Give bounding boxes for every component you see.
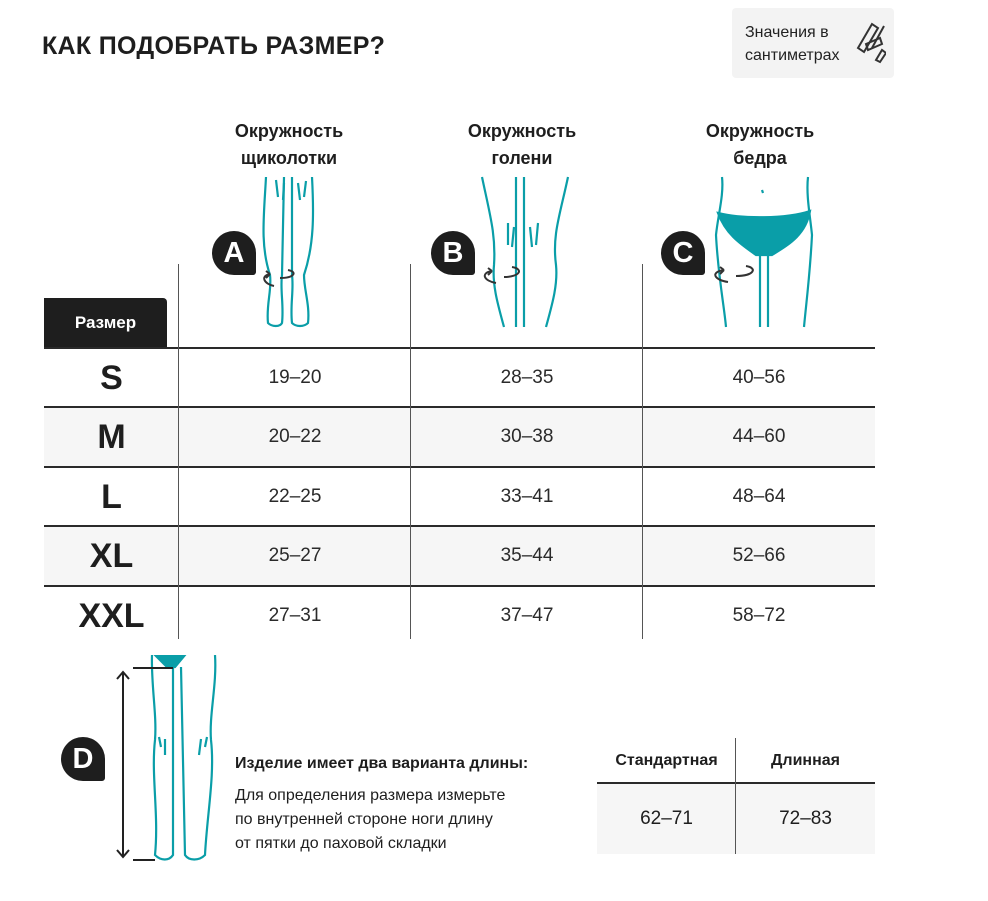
length-value-standard: 62–71 [597, 784, 736, 854]
table-divider [44, 466, 875, 468]
size-label: XL [89, 536, 134, 575]
table-divider [44, 585, 875, 587]
badge-d: D [61, 737, 105, 781]
leg-length-illustration [116, 655, 217, 861]
table-row: S 19–20 28–35 40–56 [44, 349, 875, 407]
length-heading: Изделие имеет два варианта длины: [235, 755, 529, 772]
thigh-value: 48–64 [732, 486, 786, 507]
badge-a: A [212, 231, 256, 275]
ankle-value: 20–22 [268, 426, 322, 447]
table-row: XXL 27–31 37–47 58–72 [44, 587, 875, 645]
thigh-value: 44–60 [732, 426, 786, 447]
length-instruction-line: от пятки до паховой складки [235, 835, 447, 852]
table-row: L 22–25 33–41 48–64 [44, 468, 875, 526]
table-divider [410, 264, 411, 639]
length-value-long: 72–83 [736, 784, 875, 854]
size-label: M [97, 417, 126, 456]
table-divider [735, 738, 736, 854]
length-table: Стандартная Длинная 62–71 72–83 [597, 738, 875, 854]
calf-measure-arrow-icon [483, 266, 520, 284]
thigh-value: 58–72 [732, 605, 786, 626]
thigh-body-illustration [714, 176, 814, 328]
column-header-line: Окружность [467, 121, 577, 141]
badge-b: B [431, 231, 475, 275]
size-label: L [101, 477, 122, 516]
length-header-long: Длинная [771, 751, 840, 769]
length-header-standard: Стандартная [615, 751, 718, 769]
column-header-ankle: Окружность щиколотки [189, 118, 389, 172]
calf-value: 37–47 [500, 605, 554, 626]
table-row: M 20–22 30–38 44–60 [44, 408, 875, 466]
length-note: Изделие имеет два варианта длины: Для оп… [235, 752, 528, 856]
table-divider [44, 525, 875, 527]
size-label: XXL [78, 596, 145, 635]
ankle-value: 22–25 [268, 486, 322, 507]
badge-c: C [661, 231, 705, 275]
length-instruction-line: Для определения размера измерьте [235, 787, 506, 804]
ankle-legs-illustration [262, 176, 315, 328]
units-line-2: сантиметрах [745, 47, 840, 64]
units-line-1: Значения в [745, 24, 829, 41]
page-title: КАК ПОДОБРАТЬ РАЗМЕР? [42, 32, 386, 60]
calf-value: 35–44 [500, 545, 554, 566]
column-header-line: Окружность [234, 121, 344, 141]
thigh-value: 52–66 [732, 545, 786, 566]
ankle-value: 27–31 [268, 605, 322, 626]
calf-value: 33–41 [500, 486, 554, 507]
table-row: XL 25–27 35–44 52–66 [44, 527, 875, 585]
table-divider [44, 406, 875, 408]
table-divider [44, 347, 875, 349]
measuring-tape-icon [856, 22, 886, 64]
ankle-value: 19–20 [268, 367, 322, 388]
ankle-measure-arrow-icon [263, 269, 295, 287]
thigh-measure-arrow-icon [714, 265, 754, 283]
column-header-line: Окружность [705, 121, 815, 141]
size-header: Размер [44, 298, 167, 348]
calf-legs-illustration [480, 176, 570, 328]
length-instruction-line: по внутренней стороне ноги длину [235, 811, 493, 828]
column-header-line: голени [491, 148, 553, 168]
thigh-value: 40–56 [732, 367, 786, 388]
calf-value: 28–35 [500, 367, 554, 388]
table-divider [597, 782, 875, 784]
ankle-value: 25–27 [268, 545, 322, 566]
units-note: Значения в сантиметрах [732, 8, 894, 78]
column-header-calf: Окружность голени [422, 118, 622, 172]
column-header-thigh: Окружность бедра [660, 118, 860, 172]
table-divider [642, 264, 643, 639]
size-label: S [100, 358, 123, 397]
column-header-line: щиколотки [240, 148, 338, 168]
table-divider [178, 264, 179, 639]
column-header-line: бедра [733, 148, 787, 168]
calf-value: 30–38 [500, 426, 554, 447]
